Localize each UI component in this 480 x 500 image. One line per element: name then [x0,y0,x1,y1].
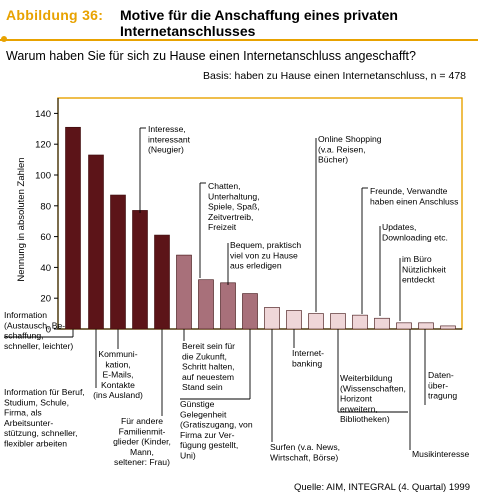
survey-question: Warum haben Sie für sich zu Hause einen … [6,49,416,63]
bar [396,322,412,330]
y-tick-label: 20 [40,294,51,305]
bar [88,154,104,330]
category-label: Musikinteresse [412,449,470,459]
bar [264,307,280,330]
header-rule [0,39,478,41]
bar [220,282,236,330]
bar [374,317,390,330]
bar [65,126,81,330]
y-tick-label: 40 [40,263,51,274]
category-label: Internet-banking [292,348,324,368]
header-bullet-icon [1,36,7,42]
bar [330,313,346,330]
category-label: Surfen (v.a. News, Wirtschaft, Börse) [270,442,340,462]
y-tick-label: 120 [35,140,51,151]
y-tick-label: 0 [46,325,51,336]
bar [440,325,456,330]
y-tick-label: 80 [40,201,51,212]
category-label: Online Shopping (v.a. Reisen, Bücher) [318,134,382,165]
category-label: Updates, Downloading etc. [382,222,448,242]
bar [418,322,434,330]
y-axis-label: Nennung in absoluten Zahlen [16,157,27,281]
category-label: Chatten, Unterhaltung, Spiele, Spaß, Zeitve… [208,181,260,232]
bar [110,194,126,330]
category-label: Freunde, Verwandte haben einen Anschluss [370,186,458,206]
category-label: Daten-über-tragung [428,370,457,401]
category-label: Information für Beruf, Studium, Schule, Fi… [4,387,85,449]
sample-basis: Basis: haben zu Hause einen Internetansc… [203,70,466,82]
bar [176,254,192,330]
category-label: Kommuni-kation, E-Mails, Kontakte (ins Ausl… [93,349,143,400]
y-tick-label: 140 [35,109,51,120]
bar [308,313,324,330]
source-note: Quelle: AIM, INTEGRAL (4. Quartal) 1999 [294,482,470,493]
category-label: im Büro Nützlichkeit entdeckt [402,254,447,285]
bar [352,314,368,330]
y-tick-label: 60 [40,232,51,243]
category-label: Bequem, praktisch viel von zu Hause aus er… [230,240,301,271]
y-tick-label: 100 [35,171,51,182]
bar [132,210,148,330]
bar [154,234,170,330]
category-label: Bereit sein für die Zukunft, Schritt halte… [182,341,235,392]
bar [242,293,258,330]
category-label: Für andere Familienmit-glieder (Kinder, Ma… [113,416,171,467]
figure-title: Motive für die Anschaffung eines private… [120,7,398,39]
bar [198,279,214,330]
category-label: Interesse, interessant (Neugier) [148,124,191,155]
figure-header: Abbildung 36: Motive für die Anschaffung… [0,0,480,44]
category-label: Günstige Gelegenheit (Gratiszugang, von Fir… [180,399,253,461]
bar [286,310,302,330]
category-label: Information (Austausch, Be-schaffung, schn… [4,310,73,351]
category-label: Weiterbildung (Wissenschaften, Horizont erw… [340,373,406,424]
figure-label: Abbildung 36: [6,7,104,23]
